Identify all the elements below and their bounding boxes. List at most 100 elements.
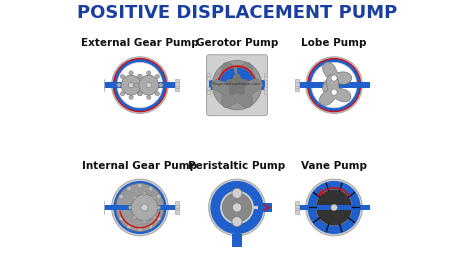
FancyBboxPatch shape	[103, 205, 176, 210]
Circle shape	[155, 92, 160, 96]
FancyBboxPatch shape	[370, 82, 374, 86]
FancyBboxPatch shape	[100, 84, 104, 88]
Circle shape	[116, 205, 120, 210]
FancyBboxPatch shape	[103, 82, 176, 88]
FancyBboxPatch shape	[370, 207, 374, 210]
Circle shape	[129, 71, 133, 75]
Circle shape	[331, 204, 337, 211]
Circle shape	[111, 57, 168, 113]
FancyBboxPatch shape	[295, 201, 299, 205]
Circle shape	[308, 59, 361, 112]
Circle shape	[135, 83, 139, 87]
Polygon shape	[319, 75, 351, 105]
FancyBboxPatch shape	[209, 80, 265, 90]
FancyBboxPatch shape	[370, 84, 374, 88]
FancyBboxPatch shape	[175, 82, 179, 86]
Circle shape	[331, 75, 337, 81]
FancyBboxPatch shape	[175, 207, 179, 210]
Circle shape	[128, 82, 134, 88]
FancyBboxPatch shape	[100, 201, 104, 205]
Circle shape	[149, 186, 153, 191]
FancyBboxPatch shape	[295, 205, 299, 208]
FancyBboxPatch shape	[207, 73, 210, 76]
FancyBboxPatch shape	[370, 210, 374, 214]
Text: POSITIVE DISPLACEMENT PUMP: POSITIVE DISPLACEMENT PUMP	[77, 4, 397, 22]
Wedge shape	[137, 194, 153, 221]
Circle shape	[212, 60, 262, 110]
FancyBboxPatch shape	[100, 210, 104, 214]
FancyBboxPatch shape	[175, 79, 179, 82]
FancyBboxPatch shape	[175, 88, 179, 91]
Polygon shape	[226, 74, 248, 95]
Text: Gerotor Pump: Gerotor Pump	[196, 38, 278, 48]
FancyBboxPatch shape	[175, 210, 179, 214]
Circle shape	[311, 62, 357, 108]
Circle shape	[159, 83, 163, 87]
Circle shape	[141, 204, 148, 211]
Circle shape	[138, 184, 142, 188]
Text: Peristaltic Pump: Peristaltic Pump	[188, 161, 286, 171]
Circle shape	[146, 71, 151, 75]
Text: Internal Gear Pump: Internal Gear Pump	[82, 161, 198, 171]
FancyBboxPatch shape	[100, 207, 104, 210]
Circle shape	[129, 95, 133, 99]
Circle shape	[138, 92, 142, 96]
FancyBboxPatch shape	[370, 205, 374, 208]
FancyBboxPatch shape	[298, 205, 371, 210]
Circle shape	[138, 74, 142, 79]
FancyBboxPatch shape	[295, 82, 299, 86]
Circle shape	[146, 82, 151, 88]
Circle shape	[120, 92, 125, 96]
FancyBboxPatch shape	[207, 90, 210, 94]
Circle shape	[117, 62, 163, 108]
FancyBboxPatch shape	[370, 88, 374, 91]
FancyBboxPatch shape	[175, 205, 179, 208]
FancyBboxPatch shape	[295, 84, 299, 88]
FancyBboxPatch shape	[295, 88, 299, 91]
Circle shape	[119, 216, 123, 221]
Circle shape	[209, 179, 265, 236]
Circle shape	[331, 89, 337, 95]
FancyBboxPatch shape	[264, 73, 267, 76]
Polygon shape	[212, 63, 262, 108]
Circle shape	[143, 220, 146, 223]
Circle shape	[143, 192, 146, 195]
Circle shape	[157, 206, 161, 209]
Circle shape	[156, 216, 161, 221]
Circle shape	[222, 193, 252, 222]
Wedge shape	[220, 68, 237, 85]
Text: Lobe Pump: Lobe Pump	[301, 38, 367, 48]
Circle shape	[155, 74, 160, 79]
FancyBboxPatch shape	[175, 201, 179, 205]
Circle shape	[308, 181, 361, 234]
Circle shape	[137, 92, 142, 96]
FancyBboxPatch shape	[298, 82, 371, 88]
FancyBboxPatch shape	[295, 207, 299, 210]
FancyBboxPatch shape	[175, 84, 179, 88]
Circle shape	[306, 179, 363, 236]
Circle shape	[146, 95, 151, 99]
FancyBboxPatch shape	[207, 76, 210, 80]
Circle shape	[128, 206, 132, 209]
Circle shape	[119, 194, 123, 199]
Wedge shape	[237, 67, 254, 85]
Circle shape	[121, 75, 141, 95]
FancyBboxPatch shape	[100, 88, 104, 91]
Circle shape	[113, 59, 166, 112]
Circle shape	[131, 194, 157, 221]
Circle shape	[113, 181, 166, 234]
FancyBboxPatch shape	[264, 90, 267, 94]
FancyBboxPatch shape	[258, 203, 273, 212]
Text: Engineeringchoice.com: Engineeringchoice.com	[213, 82, 261, 86]
Circle shape	[127, 224, 131, 228]
Circle shape	[316, 189, 352, 226]
Circle shape	[153, 215, 156, 219]
Circle shape	[111, 179, 168, 236]
Circle shape	[116, 184, 164, 231]
FancyBboxPatch shape	[207, 55, 267, 115]
Circle shape	[141, 83, 146, 87]
Circle shape	[120, 74, 125, 79]
FancyBboxPatch shape	[295, 79, 299, 82]
Circle shape	[232, 203, 242, 212]
Circle shape	[139, 75, 159, 95]
